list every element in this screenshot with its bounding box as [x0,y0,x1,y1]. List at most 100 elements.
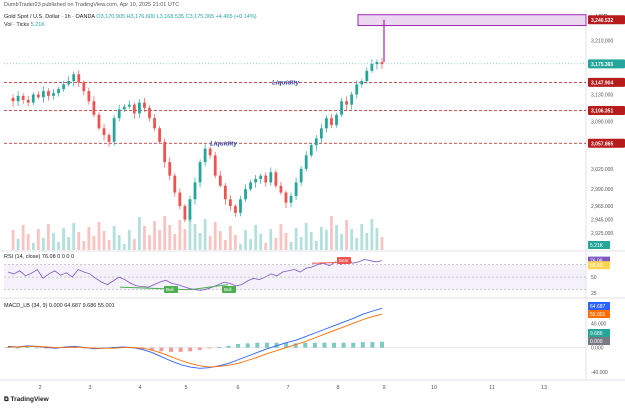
volume-bar [41,238,45,250]
candle-body [158,128,162,142]
macd-histogram-bar [264,342,269,348]
volume-bar [77,232,81,250]
candle-body [249,182,252,190]
macd-histogram-bar [25,346,30,348]
volume-bar [365,233,369,250]
volume-bar [97,222,101,250]
candle-body [11,97,15,102]
candle-body [304,155,308,169]
publish-info: DumbTrader23 published on TradingView.co… [4,2,180,8]
time-tick-label: 6 [236,385,239,391]
volume-bar [314,241,318,250]
candle-body [122,106,126,110]
time-tick-label: 4 [138,385,141,391]
candle-body [62,84,65,90]
price-tick-label: 2,925.000 [591,231,613,237]
volume-bar [249,239,252,250]
volume-bar [279,224,283,250]
candle-body [244,189,247,200]
macd-histogram-bar [351,342,356,348]
time-tick-label: 10 [431,385,437,391]
price-tag-label: 3,057.865 [591,141,613,147]
volume-bar [62,228,65,250]
macd-tag-box [588,329,610,337]
volume-bar [309,232,313,250]
volume-bar [158,230,162,250]
candle-body [148,108,151,119]
rsi-tick-label: 50 [591,275,597,281]
volume-bar [239,244,242,250]
candle-body [82,82,86,92]
candle-body [279,185,283,193]
candle-body [173,175,177,193]
volume-bar [72,223,76,250]
price-tick-label: 3,130.000 [591,93,613,99]
price-tick-label: 2,945.000 [591,218,613,224]
volume-bar [148,235,151,250]
candle-body [360,80,364,85]
time-tick-label: 7 [286,385,289,391]
candle-body [36,94,40,98]
macd-histogram-bar [274,342,279,348]
macd-legend: MACD_LB (34, 9) 0.000 64.687 9.686 55.00… [4,303,115,309]
symbol-title: Gold Spot / U.S. Dollar · 1h · OANDA [4,14,95,20]
candle-body [284,192,288,203]
price-tick-label: 3,210.000 [591,38,613,44]
volume-bar [345,220,349,250]
volume-label: Vol · Ticks [4,22,30,28]
time-tick-label: 5 [184,385,187,391]
volume-bar [183,229,187,250]
candle-body [127,104,131,107]
volume-tag-label: 5.21K [590,243,604,249]
price-tag-label: 3,147.904 [591,80,613,86]
macd-histogram-bar [255,342,260,348]
price-tick-label: 3,090.000 [591,120,613,126]
macd-histogram-bar [207,347,212,349]
volume-bar [198,233,202,250]
price-tick-label: 3,020.000 [591,167,613,173]
candle-body [198,162,202,183]
divergence-badge [222,286,236,293]
candle-body [163,141,167,163]
divergence-badge-label: Bear [339,258,349,263]
volume-bar [153,221,156,250]
candle-body [234,206,237,213]
volume-bar [304,223,308,250]
candle-body [188,199,192,220]
macd-tag-label: 9.686 [590,331,603,337]
time-tick-label: 3 [88,385,91,391]
price-tag-box [588,15,625,25]
volume-bar [228,226,232,250]
candle-body [21,95,25,100]
divergence-badge-label: Bull [224,287,232,292]
candle-body [31,94,35,103]
liquidity-label: Liquidity [272,79,299,86]
volume-bar [355,238,359,250]
volume-bar [325,230,328,250]
tradingview-logo: ⧉ TradingView [4,396,49,404]
macd-histogram-bar [15,347,20,349]
candle-body [335,114,338,125]
candle-body [350,94,354,105]
candle-body [340,101,343,115]
candle-body [274,172,278,186]
macd-tick-label: -40.000 [591,370,608,376]
candle-body [314,138,318,146]
bull-divergence-line [119,286,191,291]
volume-bar [82,241,86,250]
volume-bar [244,230,247,250]
macd-histogram-bar [34,347,39,349]
macd-tag-box [588,302,610,310]
candle-body [208,148,212,156]
macd-histogram-bar [245,343,250,348]
candle-body [319,128,323,139]
candle-body [264,175,268,183]
candle-body [117,109,121,119]
volume-bar [203,219,207,250]
volume-bar [223,240,227,250]
macd-histogram-bar [332,342,337,348]
volume-bar [36,229,40,250]
candle-body [16,95,20,102]
candle-body [97,114,101,129]
